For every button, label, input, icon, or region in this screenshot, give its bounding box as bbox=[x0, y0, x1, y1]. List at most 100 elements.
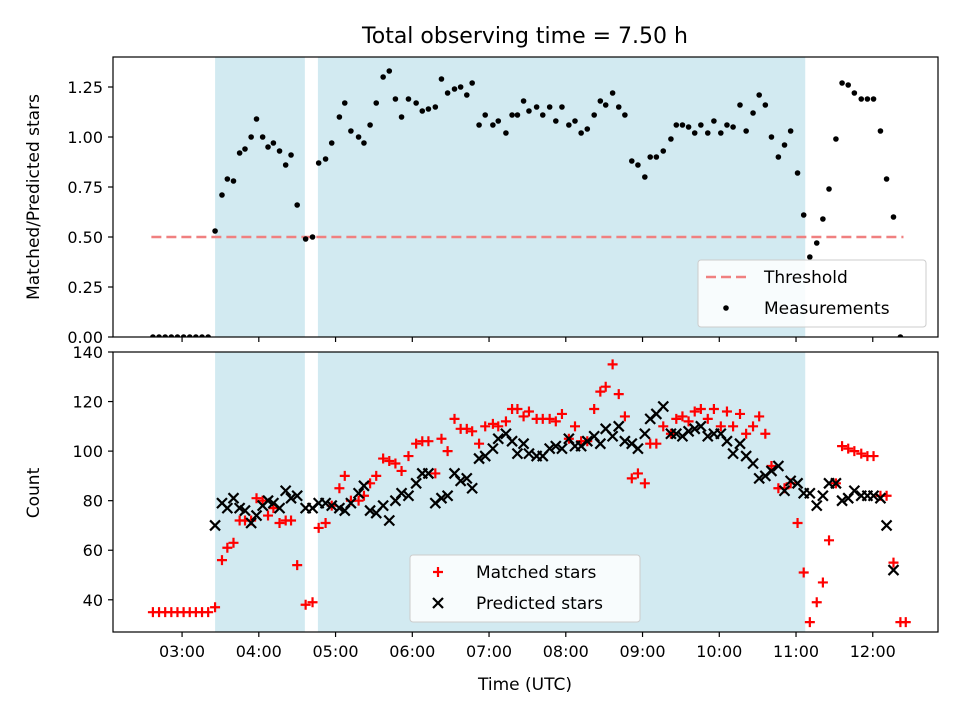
matched-stars-point bbox=[544, 413, 555, 424]
top-y-tick-label: 1.25 bbox=[67, 78, 103, 97]
predicted-stars-point bbox=[867, 489, 880, 502]
matched-stars-point bbox=[396, 465, 407, 476]
measurements-point bbox=[168, 334, 175, 337]
matched-stars-point bbox=[595, 386, 606, 397]
top-y-tick-label: 0.50 bbox=[67, 228, 103, 247]
x-tick-label: 07:00 bbox=[466, 642, 512, 661]
top-observing-window-1 bbox=[215, 57, 305, 337]
matched-stars-point bbox=[487, 418, 498, 429]
measurements-point bbox=[309, 234, 316, 240]
top-y-tick-label: 1.00 bbox=[67, 128, 103, 147]
matched-stars-point bbox=[449, 413, 460, 424]
predicted-stars-point bbox=[523, 447, 535, 460]
measurements-point bbox=[642, 174, 648, 180]
measurements-point bbox=[546, 104, 553, 110]
measurements-point bbox=[813, 240, 820, 246]
predicted-stars-point bbox=[358, 480, 370, 492]
matched-stars-point bbox=[403, 451, 414, 462]
predicted-stars-point bbox=[395, 487, 408, 500]
matched-stars-point bbox=[600, 381, 611, 392]
measurements-point bbox=[348, 128, 354, 134]
matched-stars-point bbox=[589, 403, 600, 414]
matched-stars-point bbox=[210, 602, 221, 613]
measurements-point bbox=[756, 92, 762, 98]
predicted-stars-point bbox=[810, 499, 823, 512]
measurements-point bbox=[180, 334, 187, 337]
matched-stars-point bbox=[754, 411, 765, 422]
measurements-point bbox=[685, 124, 692, 130]
measurements-point bbox=[718, 130, 724, 136]
measurements-point bbox=[526, 108, 532, 114]
matched-stars-point bbox=[251, 493, 262, 504]
matched-stars-point bbox=[436, 433, 447, 444]
predicted-stars-point bbox=[364, 504, 376, 517]
bottom-legend-box bbox=[409, 554, 641, 623]
predicted-stars-point bbox=[612, 420, 625, 433]
matched-stars-point bbox=[856, 448, 867, 459]
measurements-point bbox=[367, 122, 373, 128]
measurements-point bbox=[242, 146, 248, 152]
predicted-stars-point bbox=[657, 400, 670, 413]
predicted-stars-point bbox=[492, 432, 505, 445]
matched-stars-point bbox=[307, 597, 318, 608]
predicted-stars-point bbox=[550, 440, 562, 452]
measurements-point bbox=[800, 212, 807, 218]
measurements-point bbox=[679, 122, 686, 128]
matched-stars-point bbox=[683, 416, 694, 427]
matched-stars-point bbox=[263, 510, 274, 521]
matched-stars-point bbox=[702, 413, 713, 424]
predicted-stars-point bbox=[422, 467, 435, 480]
matched-stars-point bbox=[900, 617, 911, 628]
measurements-point bbox=[826, 186, 832, 192]
top-legend-box bbox=[697, 259, 927, 328]
measurements-point bbox=[559, 104, 565, 110]
measurements-point bbox=[398, 114, 405, 120]
measurements-point bbox=[425, 106, 432, 112]
predicted-stars-point bbox=[245, 517, 257, 529]
matched-stars-point bbox=[570, 421, 580, 432]
predicted-stars-point bbox=[606, 430, 619, 443]
predicted-stars-point bbox=[239, 504, 251, 517]
top-y-tick-label: 0.25 bbox=[67, 278, 103, 297]
measurements-point bbox=[609, 90, 616, 96]
measurements-point bbox=[820, 216, 826, 222]
matched-stars-point bbox=[257, 495, 268, 506]
measurements-point bbox=[509, 112, 515, 118]
matched-stars-point bbox=[728, 421, 739, 432]
measurements-point bbox=[259, 134, 266, 140]
bottom-y-tick-label: 120 bbox=[72, 393, 103, 412]
predicted-stars-point bbox=[221, 502, 234, 514]
figure-title: Total observing time = 7.50 h bbox=[361, 24, 688, 49]
measurements-point bbox=[386, 68, 393, 74]
measurements-point bbox=[253, 116, 260, 122]
predicted-stars-point bbox=[791, 477, 804, 490]
matched-stars-point bbox=[334, 483, 345, 494]
x-tick-label: 04:00 bbox=[236, 642, 282, 661]
legend-predicted-swatch bbox=[432, 597, 444, 609]
matched-stars-point bbox=[523, 406, 534, 417]
measurements-point bbox=[635, 162, 641, 168]
predicted-stars-point bbox=[285, 492, 297, 504]
predicted-stars-point bbox=[581, 435, 594, 447]
measurements-point bbox=[743, 128, 749, 134]
predicted-stars-point bbox=[556, 442, 568, 455]
x-tick-label: 12:00 bbox=[850, 642, 896, 661]
predicted-stars-point bbox=[734, 437, 746, 450]
matched-stars-point bbox=[798, 567, 809, 578]
top-axes-frame bbox=[112, 56, 939, 338]
matched-stars-point bbox=[837, 441, 848, 452]
predicted-stars-point bbox=[682, 425, 695, 438]
measurements-point bbox=[597, 98, 604, 104]
x-tick-label: 03:00 bbox=[159, 642, 205, 661]
matched-stars-point bbox=[320, 517, 331, 528]
top-y-tick-label: 0.00 bbox=[67, 328, 103, 347]
matched-stars-point bbox=[411, 438, 422, 449]
measurements-point bbox=[438, 76, 445, 82]
matched-stars-point bbox=[888, 557, 899, 568]
measurements-point bbox=[750, 110, 756, 116]
matched-stars-point bbox=[619, 411, 630, 422]
predicted-stars-point bbox=[325, 499, 338, 512]
matched-stars-point bbox=[203, 607, 214, 618]
measurements-point bbox=[219, 192, 225, 198]
predicted-stars-point bbox=[880, 519, 893, 532]
